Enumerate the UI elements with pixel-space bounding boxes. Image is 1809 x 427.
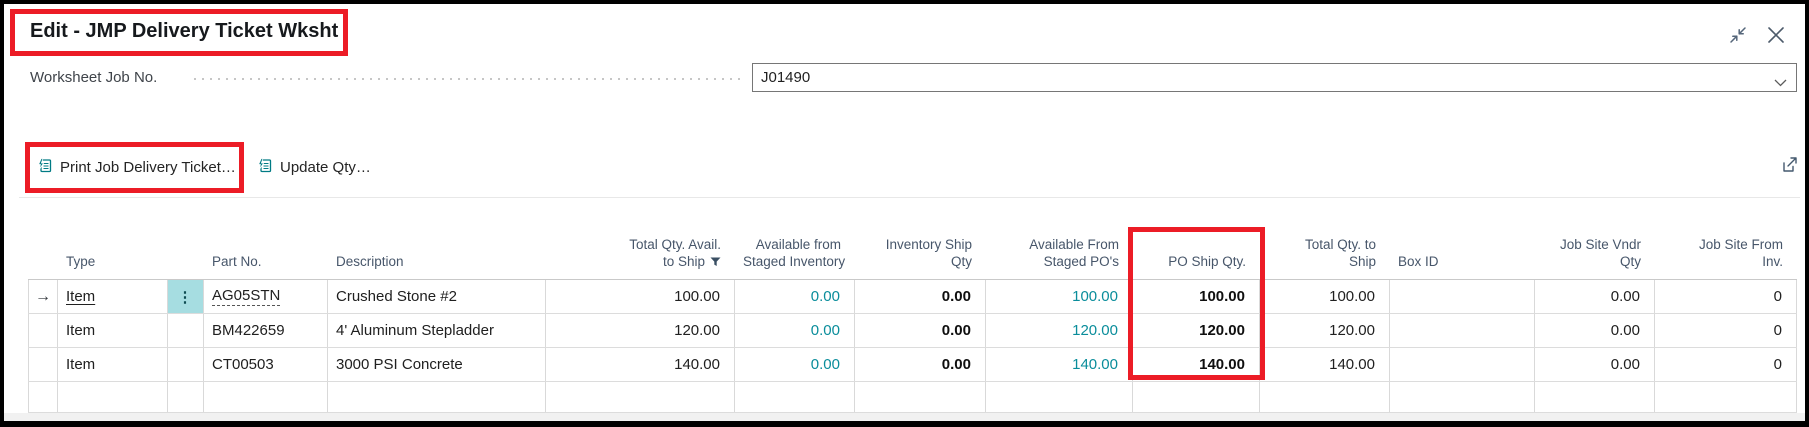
cell-type — [58, 382, 168, 412]
col-header-total-qty-to-ship[interactable]: Total Qty. toShip — [1260, 236, 1390, 279]
row-indicator — [28, 382, 58, 412]
col-header-po-ship-qty[interactable]: PO Ship Qty. — [1133, 253, 1260, 279]
table-row: Item BM422659 4' Aluminum Stepladder 120… — [28, 314, 1797, 348]
table-row: Item CT00503 3000 PSI Concrete 140.00 0.… — [28, 348, 1797, 382]
close-icon[interactable] — [1765, 24, 1787, 46]
cell-total-qty-to-ship — [1260, 382, 1390, 412]
page-bottom-strip — [4, 413, 1805, 421]
col-header-type[interactable]: Type — [58, 253, 168, 279]
cell-description[interactable]: Crushed Stone #2 — [328, 280, 546, 313]
row-indicator — [28, 348, 58, 381]
row-menu-button[interactable]: ⋮ — [168, 280, 204, 313]
row-menu-cell — [168, 382, 204, 412]
cell-box-id — [1390, 382, 1535, 412]
cell-inv-ship-qty — [855, 382, 986, 412]
cell-box-id[interactable] — [1390, 280, 1535, 313]
cell-avail-staged-po[interactable]: 100.00 — [986, 280, 1133, 313]
cell-part-no[interactable]: BM422659 — [204, 314, 328, 347]
col-header-menu — [168, 270, 204, 279]
cell-type[interactable]: Item — [58, 314, 168, 347]
col-header-job-site-from-inv[interactable]: Job Site FromInv. — [1655, 236, 1797, 279]
worksheet-job-no-field[interactable] — [752, 63, 1797, 92]
update-qty-label: Update Qty… — [280, 159, 371, 176]
table-row-empty — [28, 382, 1797, 413]
print-job-delivery-ticket-label: Print Job Delivery Ticket… — [60, 159, 236, 176]
cell-total-qty-to-ship[interactable]: 100.00 — [1260, 280, 1390, 313]
col-header-avail-staged-po[interactable]: Available FromStaged PO's — [986, 236, 1133, 279]
cell-job-site-vndr-qty[interactable]: 0.00 — [1535, 348, 1655, 381]
window-controls — [1727, 24, 1787, 46]
row-menu-cell — [168, 348, 204, 381]
col-header-inv-ship-qty[interactable]: Inventory ShipQty — [855, 236, 986, 279]
cell-description[interactable]: 4' Aluminum Stepladder — [328, 314, 546, 347]
cell-total-qty-avail[interactable]: 140.00 — [546, 348, 735, 381]
cell-job-site-from-inv[interactable]: 0 — [1655, 348, 1797, 381]
cell-inv-ship-qty[interactable]: 0.00 — [855, 314, 986, 347]
cell-po-ship-qty — [1133, 382, 1260, 412]
col-header-indicator — [28, 270, 58, 279]
cell-inv-ship-qty[interactable]: 0.00 — [855, 348, 986, 381]
delivery-ticket-grid: Type Part No. Description Total Qty. Ava… — [28, 205, 1797, 413]
cell-total-qty-to-ship[interactable]: 140.00 — [1260, 348, 1390, 381]
share-icon[interactable] — [1779, 155, 1799, 180]
cell-type[interactable]: Item — [58, 348, 168, 381]
print-job-delivery-ticket-button[interactable]: Print Job Delivery Ticket… — [36, 151, 236, 183]
row-indicator — [28, 314, 58, 347]
update-qty-button[interactable]: Update Qty… — [256, 151, 371, 183]
cell-total-qty-avail[interactable]: 120.00 — [546, 314, 735, 347]
col-header-job-site-vndr-qty[interactable]: Job Site VndrQty — [1535, 236, 1655, 279]
worksheet-job-no-input[interactable] — [753, 64, 1796, 91]
cell-avail-staged-po — [986, 382, 1133, 412]
report-lightning-icon — [36, 157, 53, 178]
cell-job-site-from-inv — [1655, 382, 1797, 412]
dotted-leader — [194, 78, 742, 80]
action-bar: Print Job Delivery Ticket… Update Qty… — [0, 151, 1809, 183]
filter-funnel-icon[interactable] — [710, 254, 721, 271]
cell-avail-staged-inv[interactable]: 0.00 — [735, 314, 855, 347]
cell-job-site-from-inv[interactable]: 0 — [1655, 314, 1797, 347]
cell-avail-staged-po[interactable]: 120.00 — [986, 314, 1133, 347]
cell-box-id[interactable] — [1390, 314, 1535, 347]
cell-avail-staged-po[interactable]: 140.00 — [986, 348, 1133, 381]
table-row: → Item ⋮ AG05STN Crushed Stone #2 100.00… — [28, 280, 1797, 314]
cell-job-site-vndr-qty — [1535, 382, 1655, 412]
action-bar-divider — [19, 197, 1800, 198]
cell-po-ship-qty[interactable]: 140.00 — [1133, 348, 1260, 381]
col-header-box-id[interactable]: Box ID — [1390, 253, 1535, 279]
col-header-description[interactable]: Description — [328, 253, 546, 279]
row-menu-cell — [168, 314, 204, 347]
col-header-avail-staged-inv[interactable]: Available fromStaged Inventory — [735, 236, 855, 279]
cell-total-qty-avail[interactable]: 100.00 — [546, 280, 735, 313]
cell-po-ship-qty[interactable]: 120.00 — [1133, 314, 1260, 347]
cell-total-qty-to-ship[interactable]: 120.00 — [1260, 314, 1390, 347]
cell-part-no[interactable]: CT00503 — [204, 348, 328, 381]
report-lightning-icon — [256, 157, 273, 178]
cell-description — [328, 382, 546, 412]
cell-type[interactable]: Item — [58, 280, 168, 313]
cell-job-site-vndr-qty[interactable]: 0.00 — [1535, 280, 1655, 313]
worksheet-job-no-label: Worksheet Job No. — [30, 69, 157, 86]
cell-po-ship-qty[interactable]: 100.00 — [1133, 280, 1260, 313]
cell-description[interactable]: 3000 PSI Concrete — [328, 348, 546, 381]
cell-part-no — [204, 382, 328, 412]
cell-avail-staged-inv[interactable]: 0.00 — [735, 348, 855, 381]
cell-avail-staged-inv — [735, 382, 855, 412]
cell-job-site-vndr-qty[interactable]: 0.00 — [1535, 314, 1655, 347]
grid-body: → Item ⋮ AG05STN Crushed Stone #2 100.00… — [28, 279, 1797, 413]
col-header-part-no[interactable]: Part No. — [204, 253, 328, 279]
col-header-total-qty-avail[interactable]: Total Qty. Avail. to Ship — [546, 236, 735, 279]
row-indicator: → — [28, 280, 58, 313]
cell-avail-staged-inv[interactable]: 0.00 — [735, 280, 855, 313]
cell-box-id[interactable] — [1390, 348, 1535, 381]
grid-header-row: Type Part No. Description Total Qty. Ava… — [28, 205, 1797, 279]
chevron-down-icon[interactable] — [1774, 74, 1787, 92]
cell-inv-ship-qty[interactable]: 0.00 — [855, 280, 986, 313]
cell-part-no[interactable]: AG05STN — [204, 280, 328, 313]
collapse-window-icon[interactable] — [1727, 24, 1749, 46]
cell-total-qty-avail — [546, 382, 735, 412]
cell-job-site-from-inv[interactable]: 0 — [1655, 280, 1797, 313]
page-title: Edit - JMP Delivery Ticket Wksht — [30, 20, 338, 43]
